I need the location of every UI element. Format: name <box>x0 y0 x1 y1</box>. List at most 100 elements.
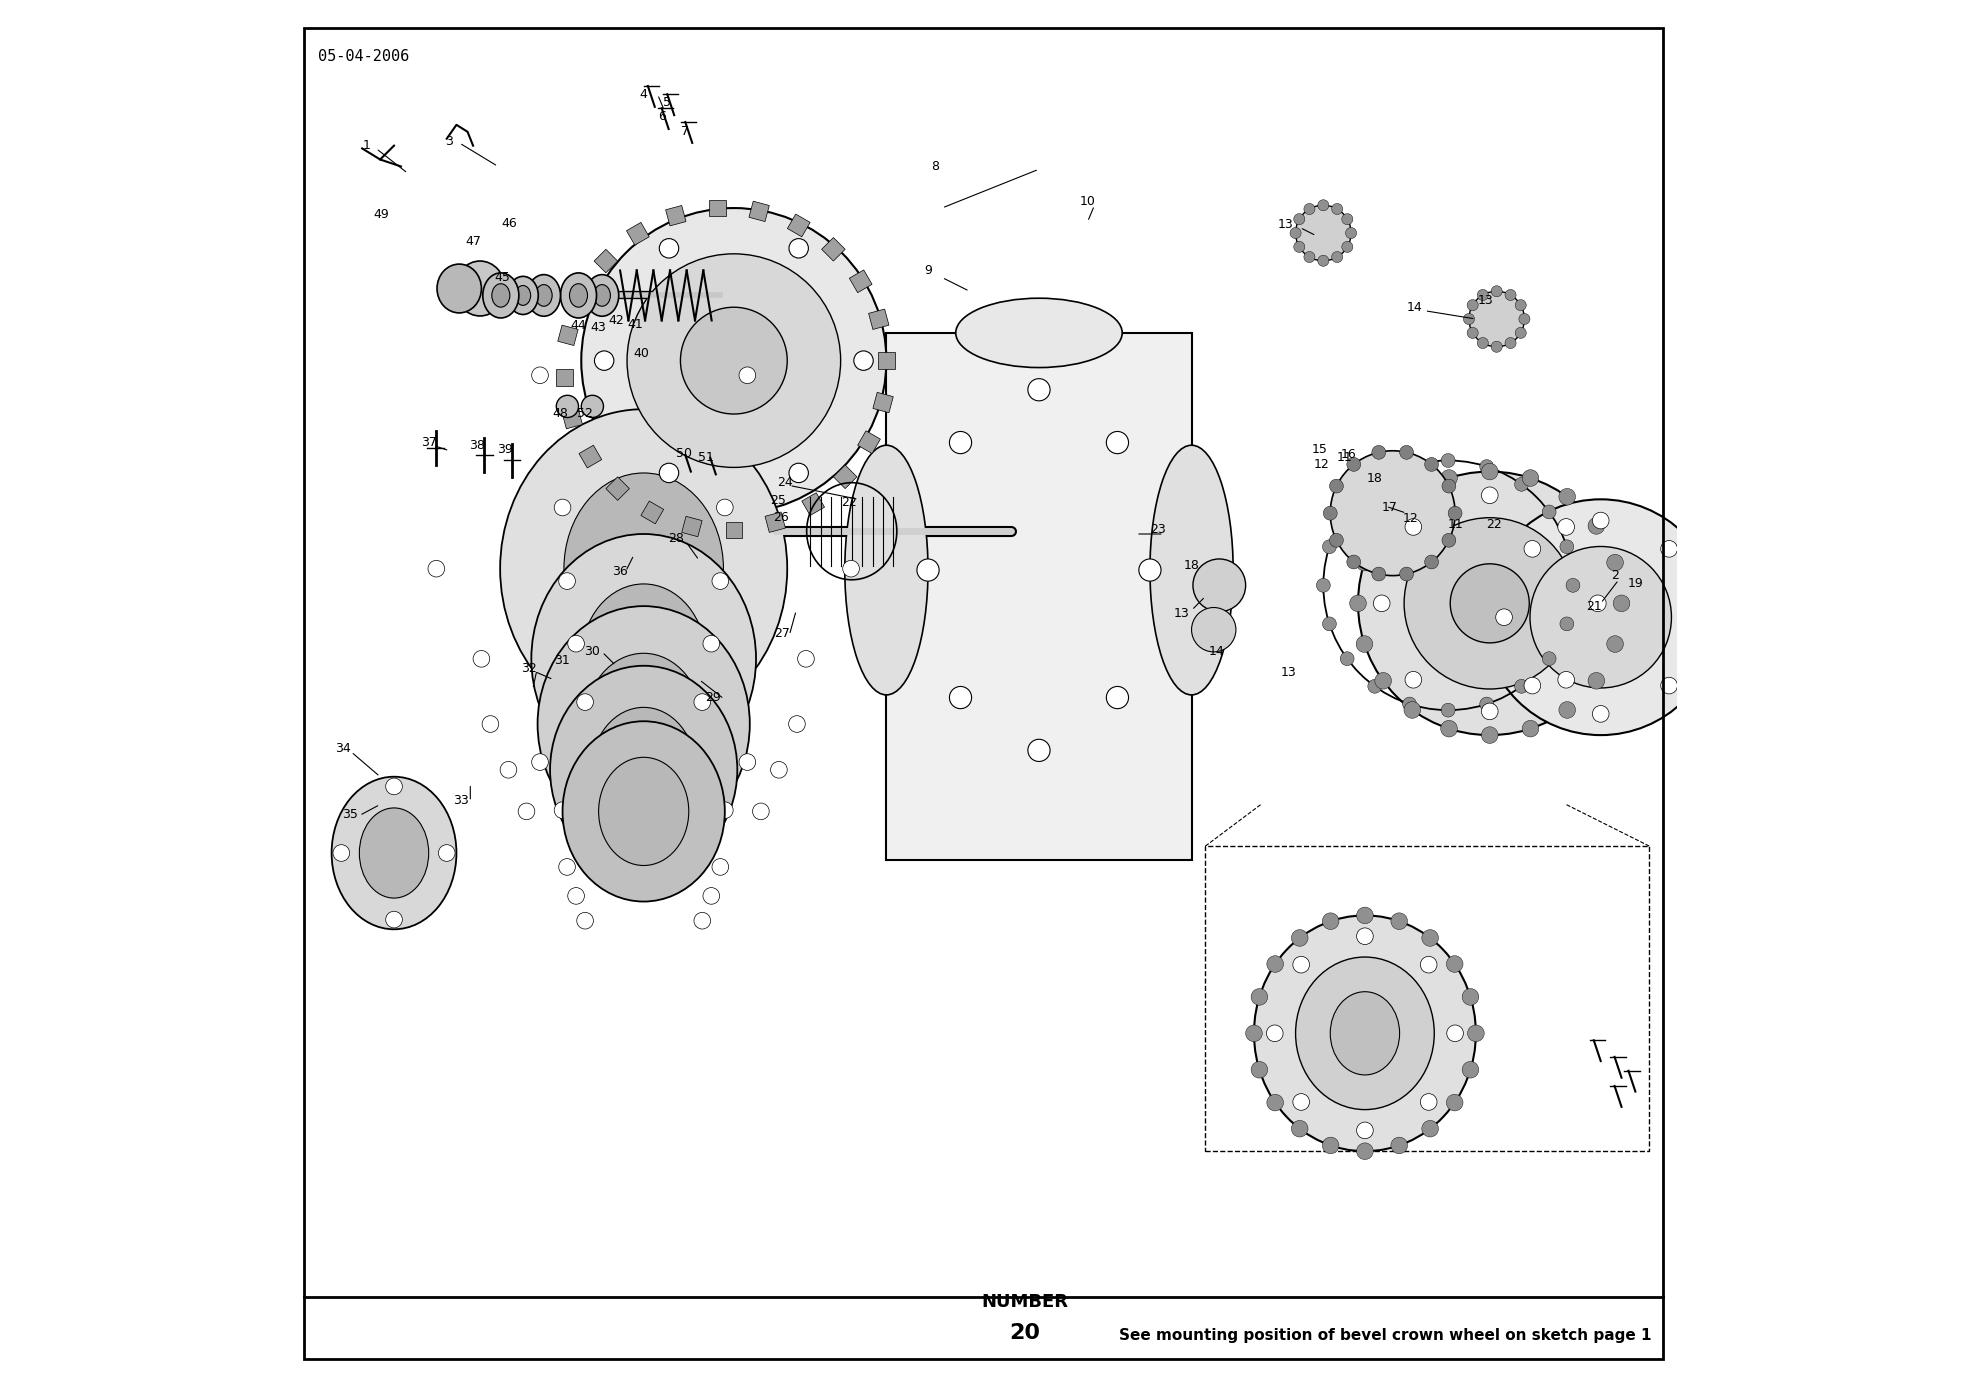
Circle shape <box>1316 578 1330 592</box>
Text: 1: 1 <box>362 139 370 153</box>
Circle shape <box>753 803 769 820</box>
Text: 13: 13 <box>1174 606 1190 620</box>
Circle shape <box>474 651 490 667</box>
Circle shape <box>1404 517 1576 689</box>
Text: 23: 23 <box>1151 523 1166 537</box>
Ellipse shape <box>1192 608 1235 652</box>
Circle shape <box>517 803 535 820</box>
Text: 15: 15 <box>1312 442 1328 456</box>
Circle shape <box>702 888 720 904</box>
Circle shape <box>482 716 500 732</box>
Circle shape <box>1495 609 1513 626</box>
Circle shape <box>1304 251 1316 262</box>
Circle shape <box>1448 506 1461 520</box>
Circle shape <box>1357 1143 1373 1160</box>
Text: 12: 12 <box>1314 458 1330 472</box>
Circle shape <box>1424 458 1438 472</box>
Circle shape <box>555 499 570 516</box>
Circle shape <box>1560 617 1574 631</box>
Circle shape <box>1357 1122 1373 1139</box>
Ellipse shape <box>482 273 519 318</box>
Circle shape <box>1442 534 1456 548</box>
Text: 17: 17 <box>1383 501 1399 515</box>
Circle shape <box>789 239 808 258</box>
Text: 35: 35 <box>342 807 358 821</box>
Text: 33: 33 <box>452 793 468 807</box>
Ellipse shape <box>1330 992 1401 1075</box>
Bar <box>803 492 824 516</box>
Circle shape <box>1290 227 1300 239</box>
Circle shape <box>1589 595 1607 612</box>
Text: 22: 22 <box>842 495 858 509</box>
Text: 40: 40 <box>633 347 649 361</box>
Circle shape <box>1450 565 1528 644</box>
Ellipse shape <box>956 298 1123 368</box>
Text: 13: 13 <box>1281 666 1296 680</box>
Circle shape <box>1515 327 1526 338</box>
Circle shape <box>1404 671 1422 688</box>
Circle shape <box>576 913 594 929</box>
Circle shape <box>557 395 578 417</box>
Bar <box>559 325 578 345</box>
Circle shape <box>1324 506 1338 520</box>
Ellipse shape <box>565 473 724 664</box>
Bar <box>594 250 618 273</box>
Circle shape <box>1515 680 1528 694</box>
Circle shape <box>789 716 805 732</box>
Text: 50: 50 <box>677 447 692 460</box>
Circle shape <box>1467 1025 1485 1042</box>
FancyBboxPatch shape <box>887 333 1192 860</box>
Ellipse shape <box>454 261 506 316</box>
Circle shape <box>1340 652 1353 666</box>
Circle shape <box>1483 499 1719 735</box>
Circle shape <box>1332 204 1343 215</box>
Circle shape <box>1491 341 1503 352</box>
Circle shape <box>1139 559 1161 581</box>
Text: 14: 14 <box>1208 645 1223 659</box>
Text: 26: 26 <box>773 510 789 524</box>
Ellipse shape <box>844 445 928 695</box>
Text: 9: 9 <box>924 264 932 277</box>
Circle shape <box>1660 677 1678 694</box>
Circle shape <box>1420 957 1438 974</box>
Circle shape <box>1424 555 1438 569</box>
Circle shape <box>1245 1025 1263 1042</box>
Circle shape <box>1402 459 1416 473</box>
Circle shape <box>1593 512 1609 528</box>
Circle shape <box>1477 337 1489 348</box>
Circle shape <box>712 859 728 875</box>
Circle shape <box>694 913 710 929</box>
Circle shape <box>1330 479 1343 492</box>
Ellipse shape <box>527 275 561 316</box>
Circle shape <box>1542 652 1556 666</box>
Circle shape <box>1367 477 1381 491</box>
Circle shape <box>1519 313 1530 325</box>
Text: 18: 18 <box>1184 559 1200 573</box>
Circle shape <box>1294 214 1304 225</box>
Text: 51: 51 <box>698 451 714 465</box>
Circle shape <box>1442 479 1456 492</box>
Circle shape <box>582 395 604 417</box>
Ellipse shape <box>551 666 738 874</box>
Circle shape <box>1267 1025 1282 1042</box>
Ellipse shape <box>531 534 755 784</box>
Bar <box>873 393 893 413</box>
Ellipse shape <box>1296 957 1434 1110</box>
Circle shape <box>1587 673 1605 689</box>
Circle shape <box>1330 451 1456 576</box>
Circle shape <box>1251 1061 1267 1078</box>
Circle shape <box>1322 1137 1340 1154</box>
Text: 52: 52 <box>578 406 594 420</box>
Circle shape <box>1029 379 1050 401</box>
Circle shape <box>1371 567 1385 581</box>
Ellipse shape <box>437 264 482 313</box>
Text: 24: 24 <box>777 476 793 490</box>
Ellipse shape <box>1192 559 1245 612</box>
Circle shape <box>386 778 403 795</box>
Text: 27: 27 <box>775 627 791 641</box>
Circle shape <box>1292 957 1310 974</box>
Circle shape <box>1404 488 1420 505</box>
Circle shape <box>1446 1094 1463 1111</box>
Circle shape <box>1660 541 1678 558</box>
Circle shape <box>1292 929 1308 946</box>
